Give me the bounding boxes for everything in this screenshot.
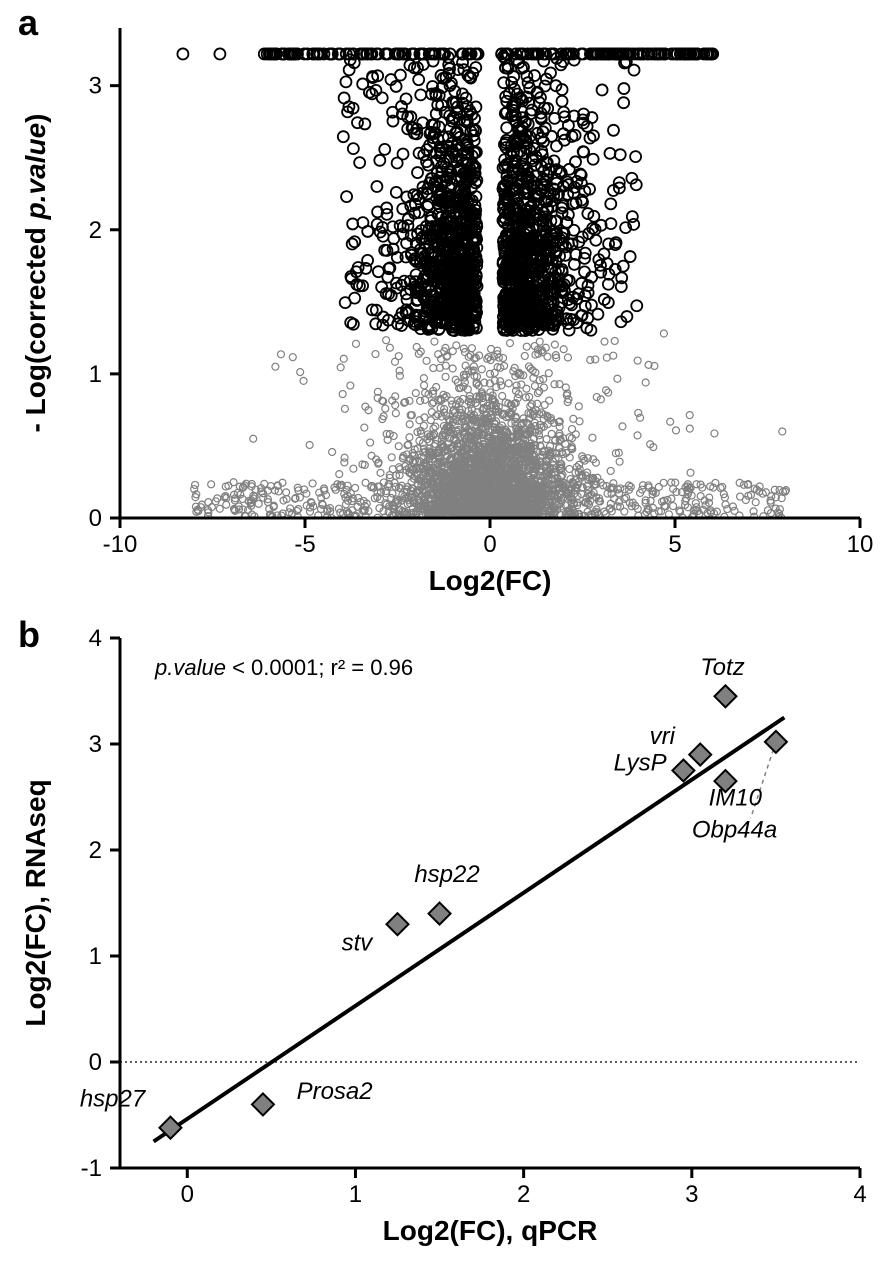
volcano-points	[177, 48, 789, 521]
panel-a-ylabel: - Log(corrected p.value)	[20, 114, 51, 433]
figure-container: a -10 -5 0 5 10 0 1 2 3	[0, 0, 894, 1268]
data-point	[714, 685, 736, 707]
gene-label: hsp22	[414, 861, 479, 888]
gene-label: vri	[650, 723, 676, 750]
panel-b-ylabel: Log2(FC), RNAseq	[20, 779, 51, 1026]
data-point	[429, 903, 451, 925]
panel-a-xlabel: Log2(FC)	[429, 565, 552, 596]
stats-annotation: p.value < 0.0001; r² = 0.96	[154, 655, 413, 680]
correlation-points	[159, 685, 786, 1138]
gene-label: hsp27	[80, 1086, 147, 1113]
gene-labels: hsp27 Prosa2 stv hsp22 LysPvri IM10 Totz Obp44a	[80, 654, 777, 1112]
panel-b-chart: hsp27 Prosa2 stv hsp22 LysPvri IM10 Totz Obp44a…	[0, 610, 894, 1268]
gene-label: stv	[342, 930, 375, 957]
data-point	[689, 744, 711, 766]
regression-line	[154, 718, 785, 1142]
gene-label: LysP	[614, 750, 667, 777]
panel-b-xlabel: Log2(FC), qPCR	[383, 1215, 598, 1246]
gene-label: Prosa2	[297, 1078, 373, 1105]
data-point	[765, 731, 787, 753]
panel-b-axes: 0 1 2 3 4 -1 0 1 2 3 4	[81, 625, 867, 1208]
data-point	[387, 913, 409, 935]
data-point	[252, 1093, 274, 1115]
gene-label: Obp44a	[692, 816, 777, 843]
gene-label: Totz	[700, 654, 744, 681]
gene-label: IM10	[709, 784, 763, 811]
panel-a-chart: -10 -5 0 5 10 0 1 2 3 Log2(FC) - Log(cor…	[0, 0, 894, 610]
